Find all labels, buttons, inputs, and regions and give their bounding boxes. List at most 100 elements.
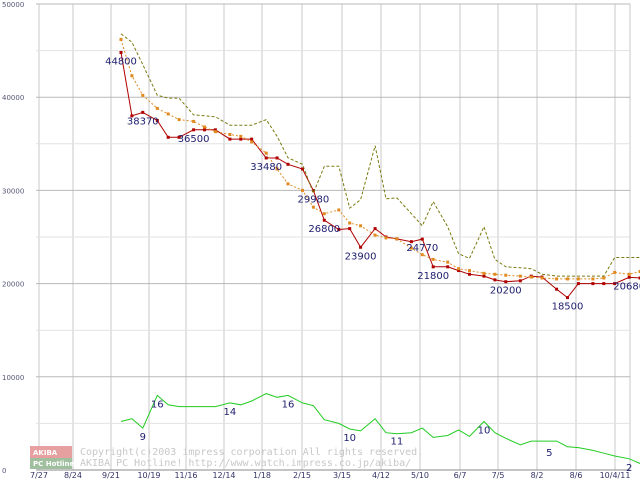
- y-tick-label: 30000: [2, 187, 24, 195]
- point-min: [420, 237, 424, 241]
- point-min: [348, 227, 352, 231]
- point-min: [322, 218, 326, 222]
- point-min: [141, 110, 145, 114]
- point-min: [359, 245, 363, 249]
- point-average: [130, 74, 134, 78]
- point-min: [431, 265, 435, 269]
- y-tick-label: 50000: [2, 1, 24, 9]
- x-tick-label: 11/16: [174, 471, 197, 480]
- point-average: [192, 119, 196, 123]
- x-tick-label: 1/18: [253, 471, 271, 480]
- point-average: [431, 257, 435, 261]
- point-min: [130, 114, 134, 118]
- point-average: [395, 237, 399, 241]
- point-min: [482, 274, 486, 278]
- point-min: [301, 167, 304, 171]
- point-average: [264, 151, 268, 155]
- point-average: [638, 269, 640, 273]
- series-line-max: [120, 33, 640, 277]
- akiba-logo-top: [30, 446, 72, 458]
- point-average: [555, 277, 559, 281]
- x-tick-label: 9/21: [102, 471, 120, 480]
- point-average: [493, 272, 497, 276]
- point-min: [627, 275, 631, 279]
- point-min: [555, 287, 559, 291]
- point-min: [202, 128, 206, 132]
- point-min: [275, 156, 279, 160]
- copyright-watermark: AKIBA PC Hotline! Copyright(c)2003 impre…: [30, 446, 423, 469]
- point-min: [446, 265, 450, 269]
- point-average: [602, 276, 606, 280]
- point-min: [155, 119, 159, 122]
- point-min: [576, 282, 580, 286]
- point-average: [202, 125, 206, 129]
- point-average: [119, 37, 123, 41]
- data-label: 14: [224, 407, 237, 418]
- point-average: [518, 274, 522, 278]
- point-average: [239, 134, 243, 138]
- point-average: [420, 253, 424, 257]
- point-min: [467, 272, 471, 276]
- x-tick-label: 3/15: [333, 471, 351, 480]
- point-min: [638, 276, 640, 280]
- data-label: 24770: [406, 243, 438, 254]
- x-tick-label: 5/10: [411, 471, 429, 480]
- x-tick-label: 12/14: [212, 471, 235, 480]
- copyright-text: Copyright(c)2003 impress corporation All…: [80, 447, 423, 458]
- point-min: [119, 50, 123, 54]
- point-min: [591, 282, 595, 286]
- y-tick-label: 20000: [2, 281, 24, 289]
- x-tick-label: 7/27: [30, 471, 48, 480]
- point-average: [141, 93, 145, 97]
- x-tick-label: 8/6: [570, 471, 583, 480]
- pc-hotline-logo-text: PC Hotline!: [33, 460, 77, 468]
- data-label: 18500: [552, 302, 584, 313]
- point-average: [359, 224, 363, 228]
- point-average: [409, 246, 413, 250]
- point-average: [576, 277, 580, 281]
- point-average: [286, 182, 290, 186]
- data-label: 11: [391, 437, 404, 448]
- point-average: [384, 236, 388, 240]
- point-average: [177, 118, 181, 122]
- x-tick-label: 4/12: [372, 471, 390, 480]
- data-label: 20680: [613, 281, 640, 292]
- point-average: [529, 275, 533, 279]
- point-average: [311, 205, 315, 209]
- point-min: [239, 137, 243, 141]
- y-tick-label: 40000: [2, 94, 24, 102]
- data-label: 9: [140, 432, 146, 443]
- x-tick-label: 10/19: [137, 471, 160, 480]
- point-min: [228, 137, 232, 141]
- x-tick-label: 8/2: [531, 471, 544, 480]
- x-tick-label: 7/5: [492, 471, 505, 480]
- data-label: 16: [151, 399, 164, 410]
- data-label: 21800: [417, 271, 449, 282]
- point-average: [457, 267, 461, 271]
- point-min: [250, 137, 254, 141]
- point-average: [446, 260, 450, 264]
- data-label: 20200: [490, 286, 522, 297]
- y-axis-ticks: 0 10000 20000 30000 40000 50000: [2, 1, 24, 475]
- point-average: [504, 273, 508, 277]
- x-tick-label: 2/15: [293, 471, 311, 480]
- point-average: [301, 188, 304, 192]
- akiba-logo-bottom: [30, 458, 72, 469]
- chart-series: [119, 33, 640, 464]
- point-average: [348, 221, 352, 225]
- point-min: [518, 279, 522, 283]
- y-tick-label: 10000: [2, 374, 24, 382]
- point-average: [250, 140, 254, 144]
- point-min: [373, 227, 377, 231]
- point-min: [311, 189, 315, 193]
- point-min: [457, 269, 461, 273]
- point-average: [565, 277, 569, 281]
- data-labels: 44800 38370 36500 33480 29980 26800 23900 24770…: [105, 56, 640, 473]
- chart-grid: [36, 3, 631, 471]
- x-tick-label: 8/24: [64, 471, 82, 480]
- point-min: [504, 280, 508, 284]
- data-label: 2: [626, 463, 632, 474]
- point-min: [177, 135, 181, 139]
